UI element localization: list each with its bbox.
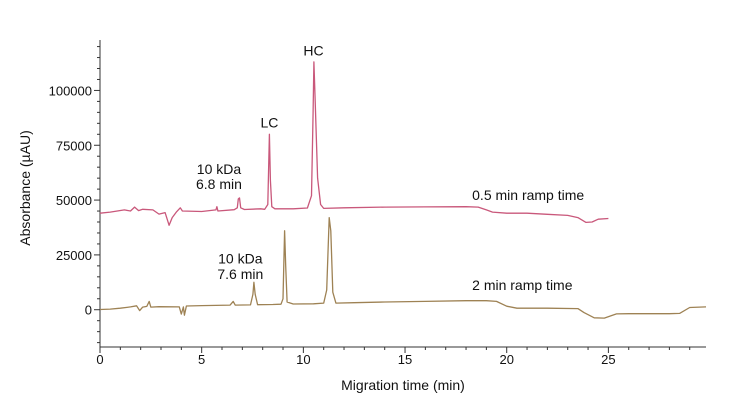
annotation-label: LC [260,115,278,131]
annotation-label: 10 kDa [218,251,263,267]
x-axis-title: Migration time (min) [341,377,465,393]
annotation-label: 6.8 min [196,176,242,192]
x-tick-label: 25 [601,352,615,367]
y-tick-label: 25000 [56,248,92,263]
annotation-label: 10 kDa [197,161,242,177]
annotation-label: 7.6 min [217,266,263,282]
x-tick-label: 20 [499,352,513,367]
y-tick-label: 100000 [49,83,92,98]
series-line-1 [99,61,609,226]
plot-area: 0 5 10 15 20 25 0 25000 50000 75000 100000 HC LC 10 k… [49,40,707,367]
annotation-label: 0.5 min ramp time [472,187,584,203]
x-tick-label: 5 [198,352,205,367]
series-line-2 [99,216,707,319]
y-axis-title: Absorbance (µAU) [17,130,33,245]
x-tick-label: 0 [96,352,103,367]
x-tick-label: 10 [296,352,310,367]
annotation-label: HC [303,42,323,58]
annotation-label: 2 min ramp time [472,277,573,293]
x-tick-label: 15 [398,352,412,367]
y-tick-label: 0 [85,303,92,318]
y-tick-label: 75000 [56,138,92,153]
y-tick-label: 50000 [56,193,92,208]
